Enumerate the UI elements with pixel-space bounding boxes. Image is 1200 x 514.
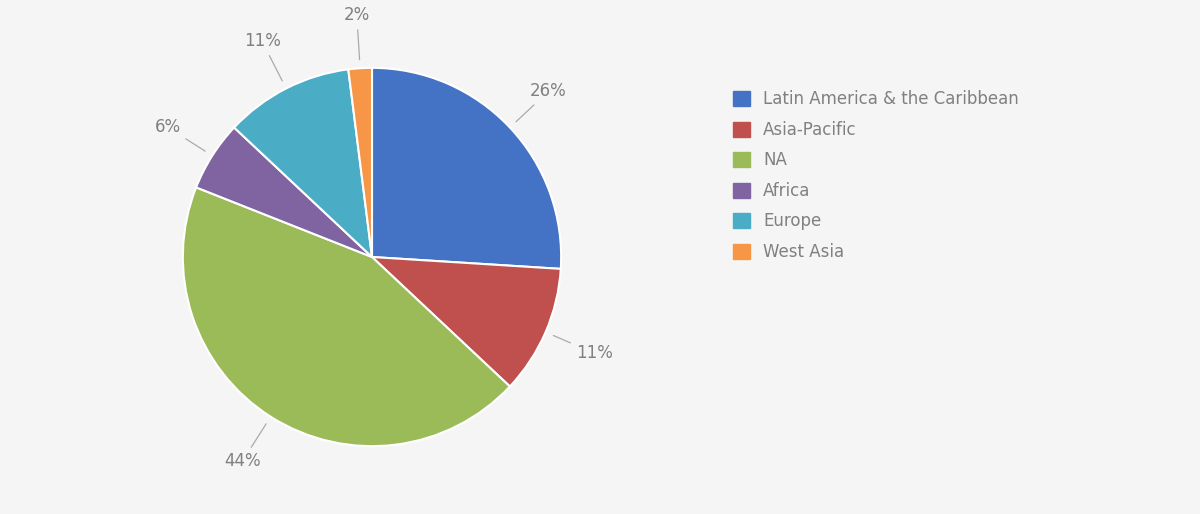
Wedge shape [372,257,560,387]
Text: 11%: 11% [244,32,282,81]
Text: 11%: 11% [553,336,613,362]
Text: 26%: 26% [516,82,566,122]
Wedge shape [196,127,372,257]
Wedge shape [372,68,562,269]
Legend: Latin America & the Caribbean, Asia-Pacific, NA, Africa, Europe, West Asia: Latin America & the Caribbean, Asia-Paci… [728,85,1024,266]
Wedge shape [348,68,372,257]
Text: 44%: 44% [224,424,266,470]
Wedge shape [182,188,510,446]
Wedge shape [234,69,372,257]
Text: 2%: 2% [343,6,370,60]
Text: 6%: 6% [155,118,205,151]
